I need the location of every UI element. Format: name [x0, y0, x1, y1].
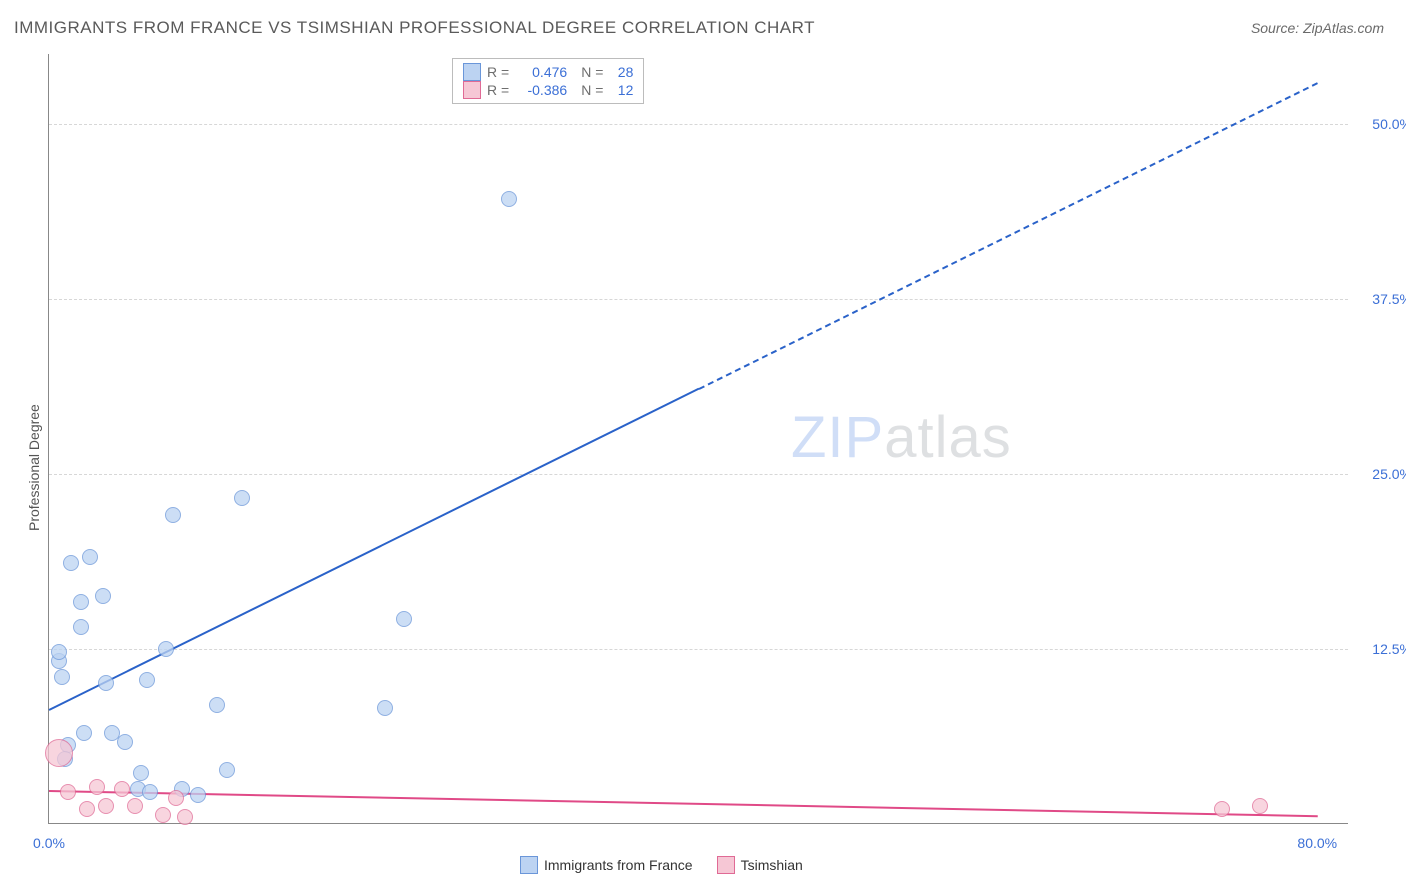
data-point-tsimshian — [114, 781, 130, 797]
gridline — [49, 649, 1348, 650]
legend-n-label: N = — [581, 82, 603, 98]
data-point-france — [142, 784, 158, 800]
gridline — [49, 124, 1348, 125]
legend-series-label: Tsimshian — [741, 857, 803, 873]
legend-swatch — [717, 856, 735, 874]
y-tick-label: 37.5% — [1372, 291, 1406, 307]
data-point-tsimshian — [89, 779, 105, 795]
y-tick-label: 25.0% — [1372, 466, 1406, 482]
data-point-france — [63, 555, 79, 571]
y-tick-label: 50.0% — [1372, 116, 1406, 132]
data-point-france — [139, 672, 155, 688]
x-tick-label: 80.0% — [1297, 835, 1337, 851]
data-point-france — [98, 675, 114, 691]
data-point-france — [133, 765, 149, 781]
legend-series-item: Tsimshian — [717, 856, 803, 874]
legend-r-label: R = — [487, 64, 509, 80]
trend-line-dashed — [699, 82, 1318, 390]
data-point-france — [54, 669, 70, 685]
trend-line — [49, 388, 700, 711]
data-point-france — [73, 619, 89, 635]
legend-n-value: 28 — [609, 64, 633, 80]
data-point-france — [234, 490, 250, 506]
data-point-france — [117, 734, 133, 750]
legend-correlation-row: R = -0.386 N = 12 — [463, 81, 633, 99]
x-tick-label: 0.0% — [33, 835, 65, 851]
watermark: ZIPatlas — [791, 404, 1012, 471]
data-point-tsimshian — [60, 784, 76, 800]
trend-line — [49, 790, 1317, 817]
source-attribution: Source: ZipAtlas.com — [1251, 20, 1384, 36]
legend-r-label: R = — [487, 82, 509, 98]
legend-r-value: -0.386 — [515, 82, 567, 98]
y-axis-label: Professional Degree — [26, 405, 42, 532]
legend-correlation-box: R = 0.476 N = 28 R = -0.386 N = 12 — [452, 58, 644, 104]
data-point-france — [82, 549, 98, 565]
data-point-tsimshian — [1214, 801, 1230, 817]
data-point-france — [190, 787, 206, 803]
y-tick-label: 12.5% — [1372, 641, 1406, 657]
plot-area: ZIPatlas 12.5%25.0%37.5%50.0%0.0%80.0% — [48, 54, 1348, 824]
data-point-tsimshian — [127, 798, 143, 814]
data-point-tsimshian — [155, 807, 171, 823]
data-point-france — [396, 611, 412, 627]
data-point-france — [73, 594, 89, 610]
legend-swatch — [520, 856, 538, 874]
watermark-atlas: atlas — [884, 405, 1012, 470]
data-point-tsimshian — [1252, 798, 1268, 814]
gridline — [49, 299, 1348, 300]
legend-series-label: Immigrants from France — [544, 857, 693, 873]
legend-series: Immigrants from France Tsimshian — [520, 856, 803, 874]
legend-swatch — [463, 81, 481, 99]
data-point-france — [95, 588, 111, 604]
data-point-france — [158, 641, 174, 657]
data-point-france — [501, 191, 517, 207]
legend-correlation-row: R = 0.476 N = 28 — [463, 63, 633, 81]
legend-series-item: Immigrants from France — [520, 856, 693, 874]
legend-n-value: 12 — [609, 82, 633, 98]
legend-r-value: 0.476 — [515, 64, 567, 80]
legend-n-label: N = — [581, 64, 603, 80]
data-point-tsimshian — [98, 798, 114, 814]
data-point-tsimshian — [45, 739, 73, 767]
data-point-france — [165, 507, 181, 523]
gridline — [49, 474, 1348, 475]
data-point-france — [76, 725, 92, 741]
data-point-france — [209, 697, 225, 713]
data-point-france — [51, 644, 67, 660]
watermark-zip: ZIP — [791, 405, 884, 470]
data-point-tsimshian — [177, 809, 193, 825]
chart-container: IMMIGRANTS FROM FRANCE VS TSIMSHIAN PROF… — [0, 0, 1406, 892]
data-point-france — [377, 700, 393, 716]
chart-title: IMMIGRANTS FROM FRANCE VS TSIMSHIAN PROF… — [14, 18, 815, 38]
data-point-tsimshian — [79, 801, 95, 817]
legend-swatch — [463, 63, 481, 81]
data-point-tsimshian — [168, 790, 184, 806]
data-point-france — [219, 762, 235, 778]
